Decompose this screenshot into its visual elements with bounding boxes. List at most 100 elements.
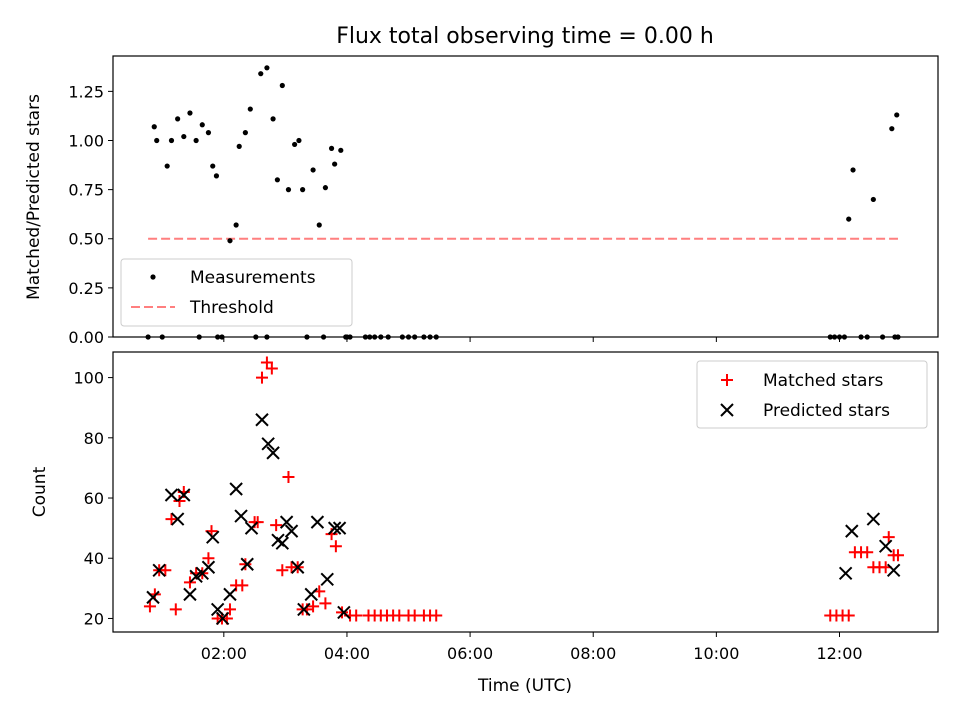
measurement-point xyxy=(213,173,220,179)
matched-star-point xyxy=(173,495,186,508)
measurement-point xyxy=(316,222,322,228)
matched-star-point xyxy=(842,609,855,622)
matched-star-point xyxy=(270,519,283,532)
measurement-point xyxy=(836,334,843,340)
predicted-star-point xyxy=(275,536,290,550)
measurement-point xyxy=(850,167,856,173)
measurement-point xyxy=(215,334,221,340)
matched-star-point xyxy=(282,470,295,483)
predicted-star-point xyxy=(337,605,351,620)
predicted-star-point xyxy=(838,566,853,580)
measurement-point xyxy=(264,334,270,340)
measurement-point xyxy=(372,334,378,340)
measurement-point xyxy=(879,334,886,340)
y-tick-label: 100 xyxy=(73,369,104,388)
predicted-star-point xyxy=(886,563,901,577)
predicted-star-point xyxy=(240,557,254,571)
measurement-point xyxy=(205,130,212,136)
bottom-plot-area: 20 40 60 80 100 02:00 04:00 06:00 08:00 10:00 12:0… xyxy=(73,351,939,663)
top-plot-area: 0.00 0.25 0.50 0.75 1.00 1.25 Measurements Thre… xyxy=(68,55,939,347)
measurement-point xyxy=(858,334,864,340)
measurement-point xyxy=(247,106,253,112)
matched-star-point xyxy=(251,516,264,529)
matched-star-point xyxy=(169,603,182,616)
predicted-star-point xyxy=(284,524,299,538)
matched-star-point xyxy=(236,579,249,592)
measurement-point xyxy=(846,216,852,222)
measurement-point xyxy=(367,334,373,340)
bottom-y-axis-label: Count xyxy=(30,466,50,517)
measurement-point xyxy=(328,145,335,151)
predicted-star-point xyxy=(332,521,347,535)
measurement-point xyxy=(253,334,259,340)
measurement-point xyxy=(296,137,302,144)
measurement-point xyxy=(827,334,833,340)
bottom-plot-frame xyxy=(112,351,939,633)
matched-star-point xyxy=(861,546,874,559)
measurement-point xyxy=(332,161,338,167)
measurement-point xyxy=(193,137,199,144)
measurement-point xyxy=(270,116,276,122)
matched-star-point xyxy=(882,531,895,544)
y-tick-label: 40 xyxy=(84,549,104,568)
predicted-star-point xyxy=(878,539,893,553)
measurement-point xyxy=(196,334,202,340)
matched-star-point xyxy=(223,603,236,616)
y-tick-label: 0.75 xyxy=(68,181,104,200)
top-panel: Flux total observing time = 0.00 h Match… xyxy=(24,24,939,347)
measurement-point xyxy=(310,167,316,173)
predicted-star-point xyxy=(215,611,230,626)
predicted-star-point xyxy=(152,563,166,577)
measurement-point xyxy=(421,334,427,340)
legend-box xyxy=(696,360,928,429)
legend-predicted-label: Predicted stars xyxy=(763,401,890,421)
predicted-star-point xyxy=(146,590,160,605)
predicted-star-point xyxy=(229,482,243,496)
x-tick-label: 04:00 xyxy=(324,644,370,663)
matched-star-point xyxy=(430,609,443,622)
measurement-point xyxy=(279,82,285,89)
measurement-point xyxy=(210,163,216,169)
measurement-point xyxy=(199,122,205,128)
measurement-point xyxy=(320,334,327,340)
predicted-star-point xyxy=(845,524,859,538)
measurement-point xyxy=(841,334,848,340)
predicted-star-point xyxy=(223,587,237,602)
measurement-point xyxy=(362,334,369,340)
x-tick-label: 10:00 xyxy=(693,644,739,663)
measurement-point xyxy=(242,130,248,136)
y-tick-label: 1.25 xyxy=(68,82,104,101)
matched-star-point xyxy=(255,371,268,384)
x-axis-label: Time (UTC) xyxy=(477,676,572,696)
matched-star-point xyxy=(265,362,278,375)
measurement-point xyxy=(227,238,233,244)
y-tick-label: 20 xyxy=(84,609,104,628)
measurement-point xyxy=(145,334,151,340)
predicted-star-point xyxy=(310,515,325,529)
legend-predicted-marker xyxy=(720,403,734,417)
measurement-point xyxy=(175,116,181,122)
measurement-point xyxy=(168,137,175,144)
predicted-star-point xyxy=(327,521,342,535)
x-tick-label: 02:00 xyxy=(201,644,247,663)
measurement-point xyxy=(258,71,264,77)
measurement-point xyxy=(412,334,418,340)
top-legend: Measurements Threshold xyxy=(120,258,353,327)
measurement-point xyxy=(264,65,270,71)
measurement-point xyxy=(433,334,439,340)
measurement-point xyxy=(233,222,239,228)
predicted-star-point xyxy=(320,572,334,587)
predicted-star-point xyxy=(234,509,248,523)
matched-star-point xyxy=(143,600,156,613)
measurement-point xyxy=(164,163,170,169)
measurement-point xyxy=(151,124,157,130)
measurement-point xyxy=(831,334,838,340)
matched-star-point xyxy=(307,600,320,613)
y-tick-label: 60 xyxy=(84,489,104,508)
matched-star-point xyxy=(336,606,349,619)
y-tick-label: 0.50 xyxy=(68,230,104,249)
y-tick-label: 0.25 xyxy=(68,279,104,298)
y-tick-label: 0.00 xyxy=(68,328,104,347)
measurement-point xyxy=(300,187,306,193)
